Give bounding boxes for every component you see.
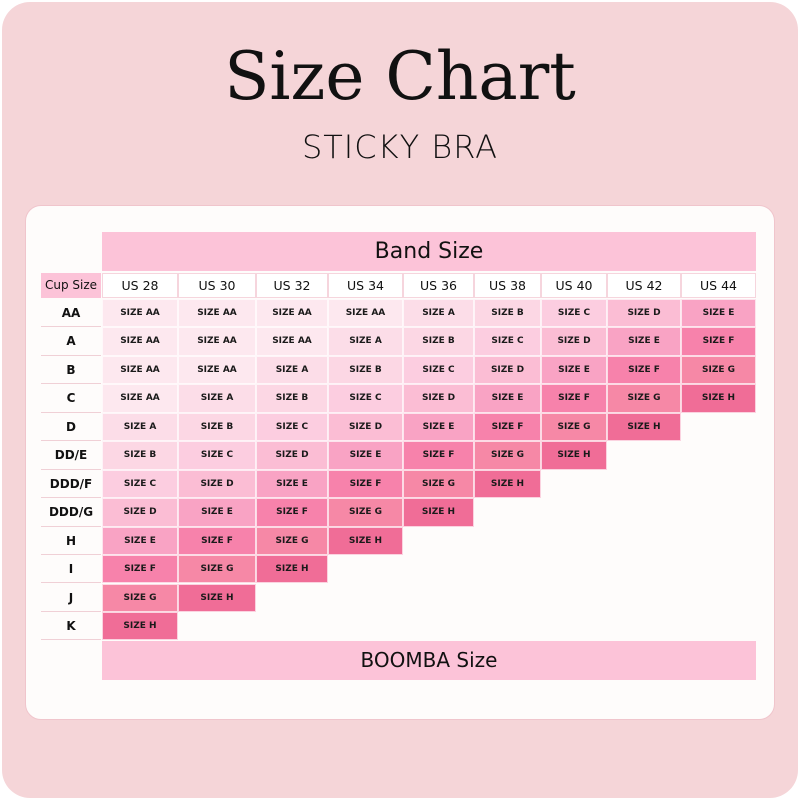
cup-size-header: Cup Size <box>41 273 101 298</box>
size-cell: SIZE A <box>102 412 178 442</box>
size-cell: SIZE H <box>102 611 178 641</box>
cup-row-header: A <box>41 327 101 356</box>
cup-row-header: DDD/F <box>41 470 101 499</box>
size-cell: SIZE F <box>102 555 178 584</box>
size-cell: SIZE B <box>403 327 474 356</box>
cup-row-header: D <box>41 413 101 442</box>
size-cell: SIZE E <box>607 327 681 356</box>
page-title: Size Chart <box>224 38 576 115</box>
size-cell: SIZE C <box>256 412 328 442</box>
size-cell: SIZE A <box>403 299 474 328</box>
boomba-size-footer: BOOMBA Size <box>102 641 756 680</box>
band-header: US 32 <box>256 273 328 298</box>
size-cell: SIZE G <box>102 583 178 612</box>
size-cell: SIZE G <box>178 555 256 584</box>
size-cell: SIZE A <box>256 355 328 385</box>
size-cell: SIZE D <box>607 299 681 328</box>
size-cell: SIZE G <box>541 412 607 442</box>
size-cell: SIZE D <box>403 384 474 413</box>
size-cell: SIZE H <box>328 526 403 556</box>
cup-row-header: AA <box>41 299 101 328</box>
size-cell: SIZE C <box>102 469 178 499</box>
size-cell: SIZE F <box>541 384 607 413</box>
cup-row-header: DDD/G <box>41 498 101 527</box>
size-cell: SIZE D <box>474 355 541 385</box>
band-header: US 30 <box>178 273 256 298</box>
size-cell: SIZE G <box>474 441 541 470</box>
size-cell: SIZE C <box>541 299 607 328</box>
size-cell: SIZE F <box>178 526 256 556</box>
size-cell: SIZE E <box>681 299 756 328</box>
size-cell: SIZE AA <box>178 299 256 328</box>
size-cell: SIZE B <box>256 384 328 413</box>
size-cell: SIZE D <box>256 441 328 470</box>
band-header: US 34 <box>328 273 403 298</box>
size-cell: SIZE F <box>256 498 328 527</box>
size-cell: SIZE C <box>474 327 541 356</box>
band-header: US 28 <box>102 273 178 298</box>
size-cell: SIZE E <box>403 412 474 442</box>
size-cell: SIZE B <box>178 412 256 442</box>
size-cell: SIZE D <box>328 412 403 442</box>
size-cell: SIZE AA <box>178 327 256 356</box>
size-cell: SIZE F <box>328 469 403 499</box>
cup-row-header: B <box>41 356 101 385</box>
size-cell: SIZE AA <box>256 327 328 356</box>
size-cell: SIZE E <box>102 526 178 556</box>
cup-row-header: DD/E <box>41 441 101 470</box>
size-cell: SIZE F <box>403 441 474 470</box>
size-cell: SIZE C <box>328 384 403 413</box>
size-cell: SIZE AA <box>102 327 178 356</box>
cup-row-header: H <box>41 527 101 556</box>
size-cell: SIZE G <box>328 498 403 527</box>
band-header: US 40 <box>541 273 607 298</box>
size-cell: SIZE F <box>607 355 681 385</box>
size-cell: SIZE B <box>102 441 178 470</box>
size-cell: SIZE E <box>178 498 256 527</box>
size-cell: SIZE H <box>403 498 474 527</box>
size-cell: SIZE AA <box>102 384 178 413</box>
size-cell: SIZE AA <box>256 299 328 328</box>
size-cell: SIZE H <box>474 469 541 499</box>
size-cell: SIZE AA <box>178 355 256 385</box>
band-header: US 38 <box>474 273 541 298</box>
size-cell: SIZE E <box>328 441 403 470</box>
size-cell: SIZE AA <box>328 299 403 328</box>
cup-row-header: I <box>41 555 101 584</box>
band-header: US 36 <box>403 273 474 298</box>
size-cell: SIZE B <box>328 355 403 385</box>
size-cell: SIZE H <box>541 441 607 470</box>
size-cell: SIZE F <box>681 327 756 356</box>
size-cell: SIZE AA <box>102 355 178 385</box>
size-cell: SIZE E <box>474 384 541 413</box>
size-cell: SIZE F <box>474 412 541 442</box>
size-cell: SIZE H <box>681 384 756 413</box>
cup-row-header: K <box>41 612 101 641</box>
size-cell: SIZE E <box>256 469 328 499</box>
band-size-header: Band Size <box>102 232 756 271</box>
size-cell: SIZE G <box>607 384 681 413</box>
size-cell: SIZE E <box>541 355 607 385</box>
size-cell: SIZE G <box>256 526 328 556</box>
size-cell: SIZE H <box>256 555 328 584</box>
size-cell: SIZE AA <box>102 299 178 328</box>
size-cell: SIZE H <box>178 583 256 612</box>
cup-row-header: J <box>41 584 101 612</box>
size-cell: SIZE D <box>102 498 178 527</box>
size-cell: SIZE A <box>178 384 256 413</box>
band-header: US 44 <box>681 273 756 298</box>
page-subtitle: STICKY BRA <box>301 128 499 166</box>
size-cell: SIZE B <box>474 299 541 328</box>
size-cell: SIZE D <box>541 327 607 356</box>
size-cell: SIZE H <box>607 412 681 442</box>
size-cell: SIZE D <box>178 469 256 499</box>
size-cell: SIZE C <box>403 355 474 385</box>
size-cell: SIZE G <box>681 355 756 385</box>
band-header: US 42 <box>607 273 681 298</box>
size-cell: SIZE C <box>178 441 256 470</box>
cup-row-header: C <box>41 384 101 413</box>
size-cell: SIZE G <box>403 469 474 499</box>
size-cell: SIZE A <box>328 327 403 356</box>
